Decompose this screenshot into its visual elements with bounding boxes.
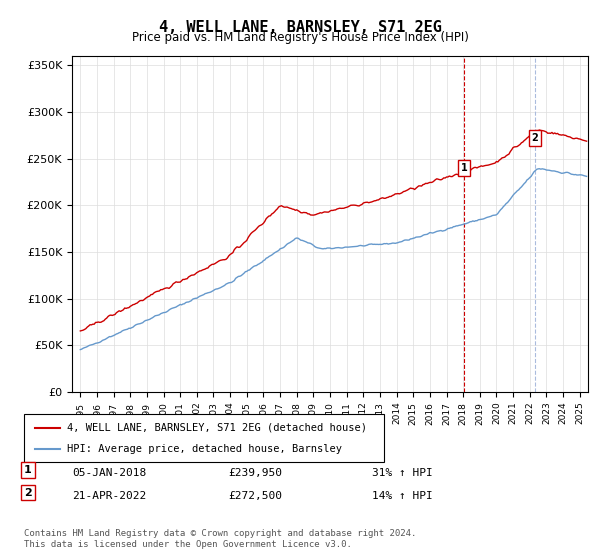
- Text: 1: 1: [460, 163, 467, 173]
- Text: Price paid vs. HM Land Registry's House Price Index (HPI): Price paid vs. HM Land Registry's House …: [131, 31, 469, 44]
- Text: 2: 2: [532, 133, 538, 143]
- Text: HPI: Average price, detached house, Barnsley: HPI: Average price, detached house, Barn…: [67, 444, 342, 454]
- Text: 1: 1: [24, 465, 32, 475]
- Text: 4, WELL LANE, BARNSLEY, S71 2EG (detached house): 4, WELL LANE, BARNSLEY, S71 2EG (detache…: [67, 423, 367, 433]
- Text: 4, WELL LANE, BARNSLEY, S71 2EG: 4, WELL LANE, BARNSLEY, S71 2EG: [158, 20, 442, 35]
- Text: £272,500: £272,500: [228, 491, 282, 501]
- Text: 21-APR-2022: 21-APR-2022: [72, 491, 146, 501]
- Text: 2: 2: [24, 488, 32, 498]
- Text: 05-JAN-2018: 05-JAN-2018: [72, 468, 146, 478]
- Text: Contains HM Land Registry data © Crown copyright and database right 2024.
This d: Contains HM Land Registry data © Crown c…: [24, 529, 416, 549]
- Text: 31% ↑ HPI: 31% ↑ HPI: [372, 468, 433, 478]
- Text: 14% ↑ HPI: 14% ↑ HPI: [372, 491, 433, 501]
- Text: £239,950: £239,950: [228, 468, 282, 478]
- FancyBboxPatch shape: [24, 414, 384, 462]
